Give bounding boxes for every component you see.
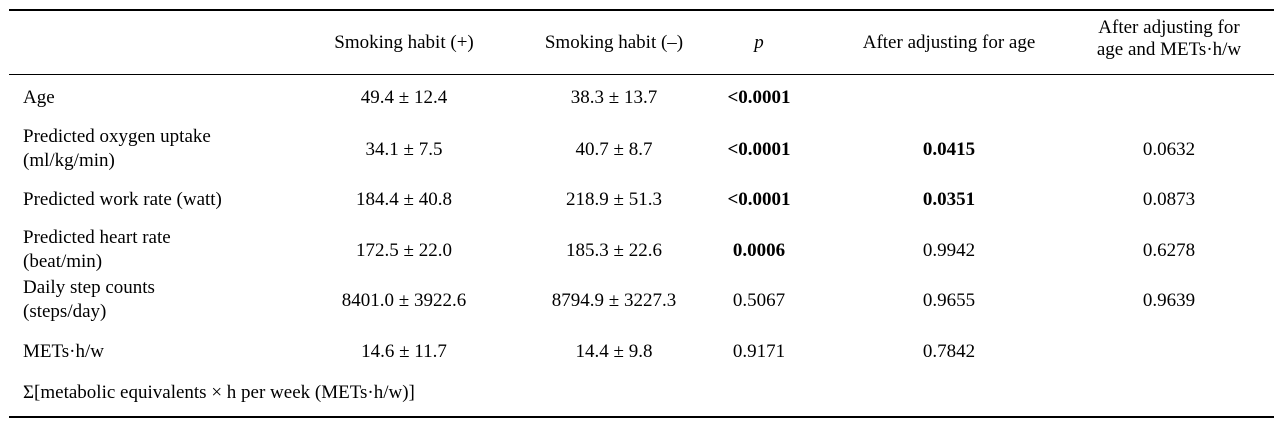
cell-oxygen-after-age-mets: 0.0632 [1142,139,1196,160]
cell-heart-after-age: 0.9942 [922,240,976,261]
cell-steps-p: 0.5067 [732,290,786,311]
cell-steps-after-age-mets: 0.9639 [1142,290,1196,311]
header-after-adjusting-age-mets-line2: age and METs·h/w [1096,39,1242,60]
cell-work-smoking-plus: 184.4 ± 40.8 [356,189,452,210]
header-smoking-minus: Smoking habit (–) [544,32,684,53]
row-label-heart-rate-line1: Predicted heart rate [23,227,171,248]
table-header-rule [9,74,1274,75]
row-label-mets: METs·h/w [23,341,105,362]
row-label-heart-rate-line2: (beat/min) [23,251,103,272]
cell-heart-smoking-plus: 172.5 ± 22.0 [356,240,452,261]
cell-age-smoking-plus: 49.4 ± 12.4 [360,87,448,108]
cell-work-smoking-minus: 218.9 ± 51.3 [566,189,662,210]
cell-steps-after-age: 0.9655 [922,290,976,311]
cell-oxygen-smoking-minus: 40.7 ± 8.7 [575,139,653,160]
table-top-rule [9,9,1274,11]
cell-heart-after-age-mets: 0.6278 [1142,240,1196,261]
cell-heart-p: 0.0006 [732,240,786,261]
cell-oxygen-p: <0.0001 [727,139,791,160]
cell-heart-smoking-minus: 185.3 ± 22.6 [566,240,662,261]
header-after-adjusting-age-mets-line1: After adjusting for [1098,17,1240,38]
header-smoking-plus: Smoking habit (+) [334,32,474,53]
header-p-value: p [754,32,764,53]
row-label-oxygen-uptake-line2: (ml/kg/min) [23,150,115,171]
cell-mets-smoking-plus: 14.6 ± 11.7 [361,341,447,362]
table-footnote: Σ[metabolic equivalents × h per week (ME… [23,382,415,403]
cell-work-after-age: 0.0351 [922,189,976,210]
cell-oxygen-smoking-plus: 34.1 ± 7.5 [365,139,443,160]
cell-steps-smoking-minus: 8794.9 ± 3227.3 [551,290,677,311]
cell-work-p: <0.0001 [727,189,791,210]
cell-age-smoking-minus: 38.3 ± 13.7 [570,87,658,108]
cell-mets-smoking-minus: 14.4 ± 9.8 [575,341,653,362]
cell-work-after-age-mets: 0.0873 [1142,189,1196,210]
row-label-work-rate: Predicted work rate (watt) [23,189,222,210]
cell-steps-smoking-plus: 8401.0 ± 3922.6 [341,290,467,311]
table-bottom-rule [9,416,1274,418]
cell-mets-p: 0.9171 [732,341,786,362]
row-label-step-counts-line1: Daily step counts [23,277,155,298]
header-after-adjusting-age: After adjusting for age [862,32,1036,53]
row-label-age: Age [23,87,55,108]
cell-age-p: <0.0001 [727,87,791,108]
row-label-oxygen-uptake-line1: Predicted oxygen uptake [23,126,211,147]
cell-oxygen-after-age: 0.0415 [922,139,976,160]
row-label-step-counts-line2: (steps/day) [23,301,107,322]
data-table: Smoking habit (+) Smoking habit (–) p Af… [9,9,1274,418]
cell-mets-after-age: 0.7842 [922,341,976,362]
